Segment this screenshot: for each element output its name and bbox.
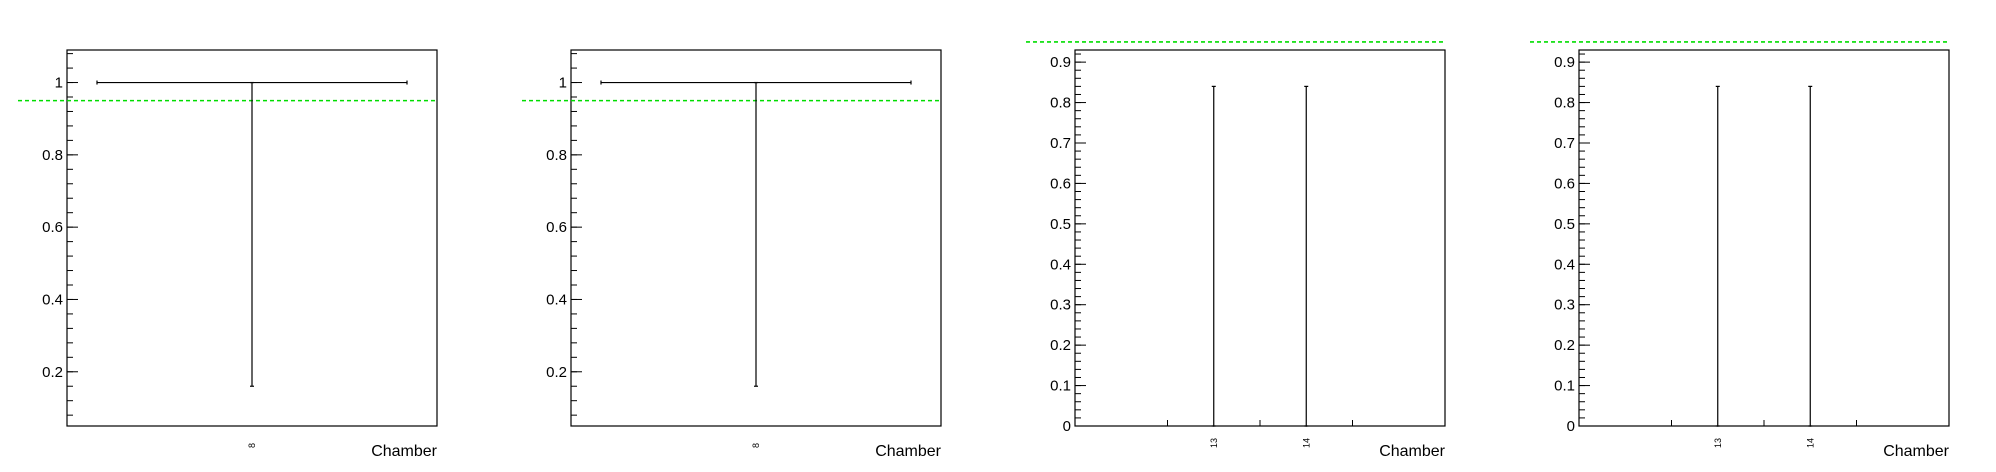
y-tick-label: 0.9 [1050,54,1071,71]
chart-panel-3: 0 0.1 0.2 0.3 0.4 0.5 0.6 0.7 0.8 0.9 13 14 Chamber [1026,41,1446,460]
x-axis-title: Chamber [1883,443,1949,460]
y-tick-label: 0.6 [546,219,567,236]
chart-panel-2: 0.2 0.4 0.6 0.8 1 8 Chamber [522,49,942,460]
y-tick-label: 0.2 [1050,337,1071,354]
plot-frame [1074,49,1446,427]
chart-panel-1: 0.2 0.4 0.6 0.8 1 8 Chamber [18,49,438,460]
y-tick-label: 0.5 [1050,216,1071,233]
y-tick-label: 0.9 [1554,54,1575,71]
y-tick-label: 0.2 [42,364,63,381]
y-tick-label: 0.8 [1554,95,1575,112]
x-category-label: 8 [751,443,761,448]
y-tick-label: 0.4 [546,291,567,308]
y-tick-label: 0.1 [1050,378,1071,395]
y-tick-label: 0.4 [42,291,63,308]
x-category-label: 13 [1209,438,1219,448]
x-axis-title: Chamber [1379,443,1445,460]
y-tick-label: 0.2 [1554,337,1575,354]
y-tick-label: 0.7 [1554,135,1575,152]
plot-frame [1578,49,1950,427]
y-tick-label: 0.4 [1554,256,1575,273]
x-axis-title: Chamber [371,443,437,460]
y-tick-label: 0.5 [1554,216,1575,233]
data-point [1809,425,1812,427]
x-category-label: 8 [247,443,257,448]
data-point [1305,425,1308,427]
data-point [1212,425,1215,427]
y-tick-label: 0.4 [1050,256,1071,273]
plot-frame [66,49,438,427]
y-tick-label: 0.8 [42,147,63,164]
y-tick-label: 0.1 [1554,378,1575,395]
x-category-label: 14 [1301,438,1311,448]
y-tick-label: 0.6 [1554,175,1575,192]
x-category-label: 14 [1805,438,1815,448]
x-category-label: 13 [1713,438,1723,448]
y-tick-label: 0.8 [1050,95,1071,112]
y-tick-label: 0.7 [1050,135,1071,152]
y-tick-label: 1 [55,75,63,92]
y-tick-label: 0.6 [1050,175,1071,192]
y-tick-label: 0.6 [42,219,63,236]
y-tick-label: 0 [1063,418,1071,435]
y-tick-label: 0 [1567,418,1575,435]
y-tick-label: 0.2 [546,364,567,381]
x-axis-title: Chamber [875,443,941,460]
data-point [1716,425,1719,427]
y-tick-label: 0.3 [1554,297,1575,314]
plot-frame [570,49,942,427]
y-tick-label: 0.3 [1050,297,1071,314]
y-tick-label: 1 [559,75,567,92]
y-tick-label: 0.8 [546,147,567,164]
chart-panel-4: 0 0.1 0.2 0.3 0.4 0.5 0.6 0.7 0.8 0.9 13 14 Chamber [1530,41,1950,460]
